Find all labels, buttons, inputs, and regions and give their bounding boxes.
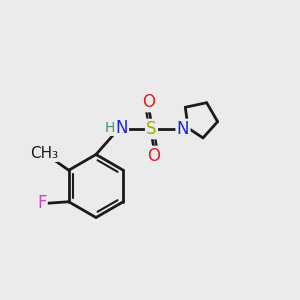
Text: N: N: [177, 120, 189, 138]
Text: F: F: [37, 194, 46, 212]
Text: CH₃: CH₃: [30, 146, 58, 161]
Text: O: O: [142, 93, 156, 111]
Text: N: N: [115, 119, 128, 137]
Text: S: S: [146, 120, 157, 138]
Text: H: H: [105, 121, 115, 135]
Text: O: O: [147, 147, 161, 165]
